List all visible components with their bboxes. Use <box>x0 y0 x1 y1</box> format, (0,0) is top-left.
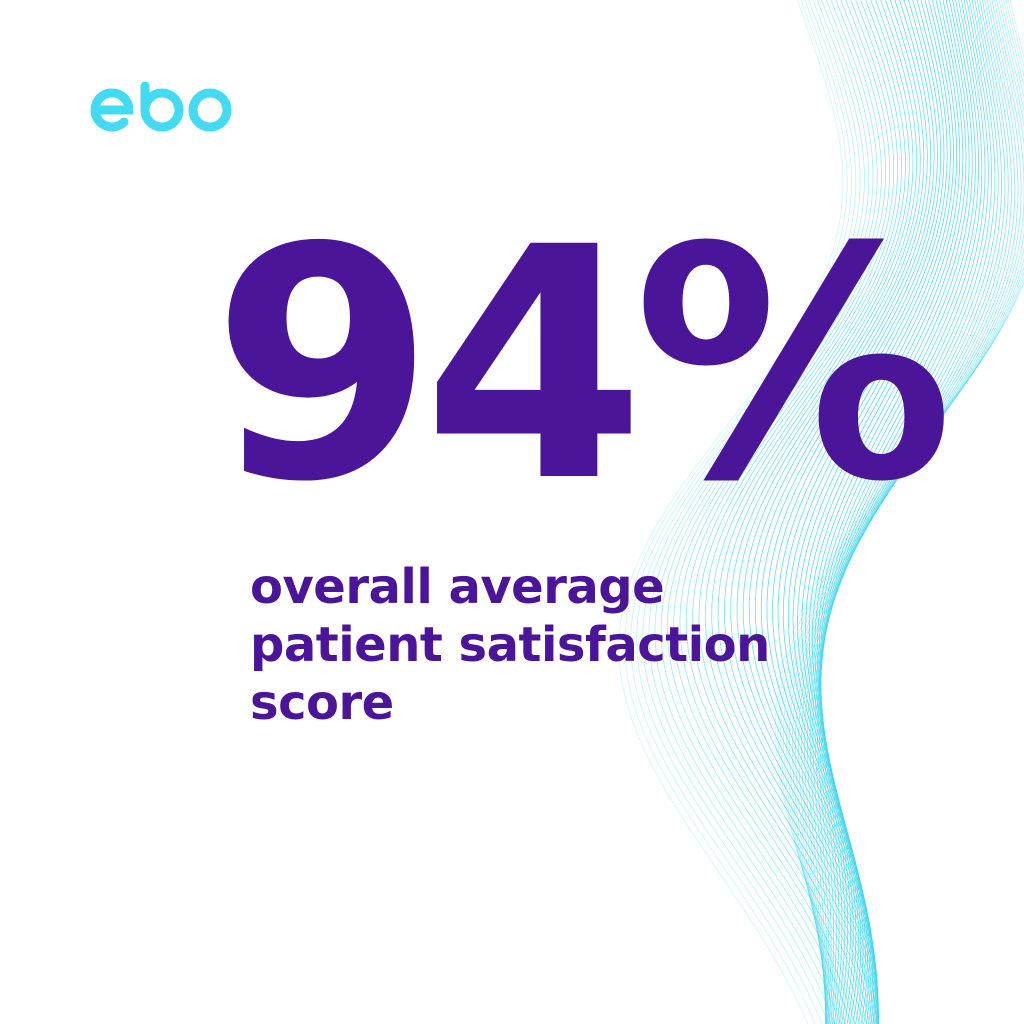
wave-line <box>816 0 976 1024</box>
wave-line <box>814 0 973 1024</box>
wave-line <box>801 0 961 1024</box>
wave-line <box>748 0 928 1024</box>
wave-line <box>754 0 932 1024</box>
wave-line <box>819 0 983 1024</box>
wave-line <box>692 0 895 1024</box>
wave-line <box>724 0 914 1024</box>
wave-line <box>820 0 986 1024</box>
wave-line <box>654 0 870 1024</box>
wave-line <box>794 0 1024 1024</box>
wave-line <box>818 0 980 1024</box>
wave-line <box>630 0 852 1024</box>
wave-line <box>698 0 899 1024</box>
wave-line <box>819 0 996 1024</box>
wave-line <box>667 0 878 1024</box>
caption-line-1: overall average <box>250 559 665 615</box>
wave-line <box>642 0 861 1024</box>
wave-line <box>811 0 970 1024</box>
wave-line <box>818 0 999 1024</box>
wave-line <box>783 0 1024 1024</box>
wave-line <box>673 0 882 1024</box>
wave-line <box>618 0 844 1024</box>
wave-line <box>711 0 906 1024</box>
wave-line <box>777 0 1024 1024</box>
wave-line <box>730 0 918 1024</box>
wave-line <box>786 0 1024 1024</box>
wave-line <box>816 0 1003 1024</box>
wave-line <box>814 0 1006 1024</box>
caption-line-3: score <box>250 675 394 731</box>
wave-line <box>798 0 1024 1024</box>
wave-line <box>812 0 1009 1024</box>
wave-line <box>624 0 848 1024</box>
stat-value: 94% <box>212 180 954 552</box>
wave-line <box>808 0 967 1024</box>
wave-line <box>820 0 993 1024</box>
wave-line <box>820 0 989 1024</box>
wave-line <box>774 0 1024 1024</box>
wave-line <box>788 0 1024 1024</box>
caption-line-2: patient satisfaction <box>250 617 770 673</box>
wave-line <box>791 0 1024 1024</box>
wave-line <box>780 0 1024 1024</box>
stat-caption: overall average patient satisfaction sco… <box>250 558 870 732</box>
wave-line <box>660 0 874 1024</box>
wave-line <box>648 0 865 1024</box>
wave-line <box>636 0 857 1024</box>
wave-line <box>704 0 903 1024</box>
wave-line <box>685 0 891 1024</box>
wave-line <box>736 0 921 1024</box>
wave-line <box>805 0 964 1024</box>
wave-line <box>679 0 887 1024</box>
wave-line <box>809 0 1013 1024</box>
ebo-logo: ebo <box>90 82 232 132</box>
